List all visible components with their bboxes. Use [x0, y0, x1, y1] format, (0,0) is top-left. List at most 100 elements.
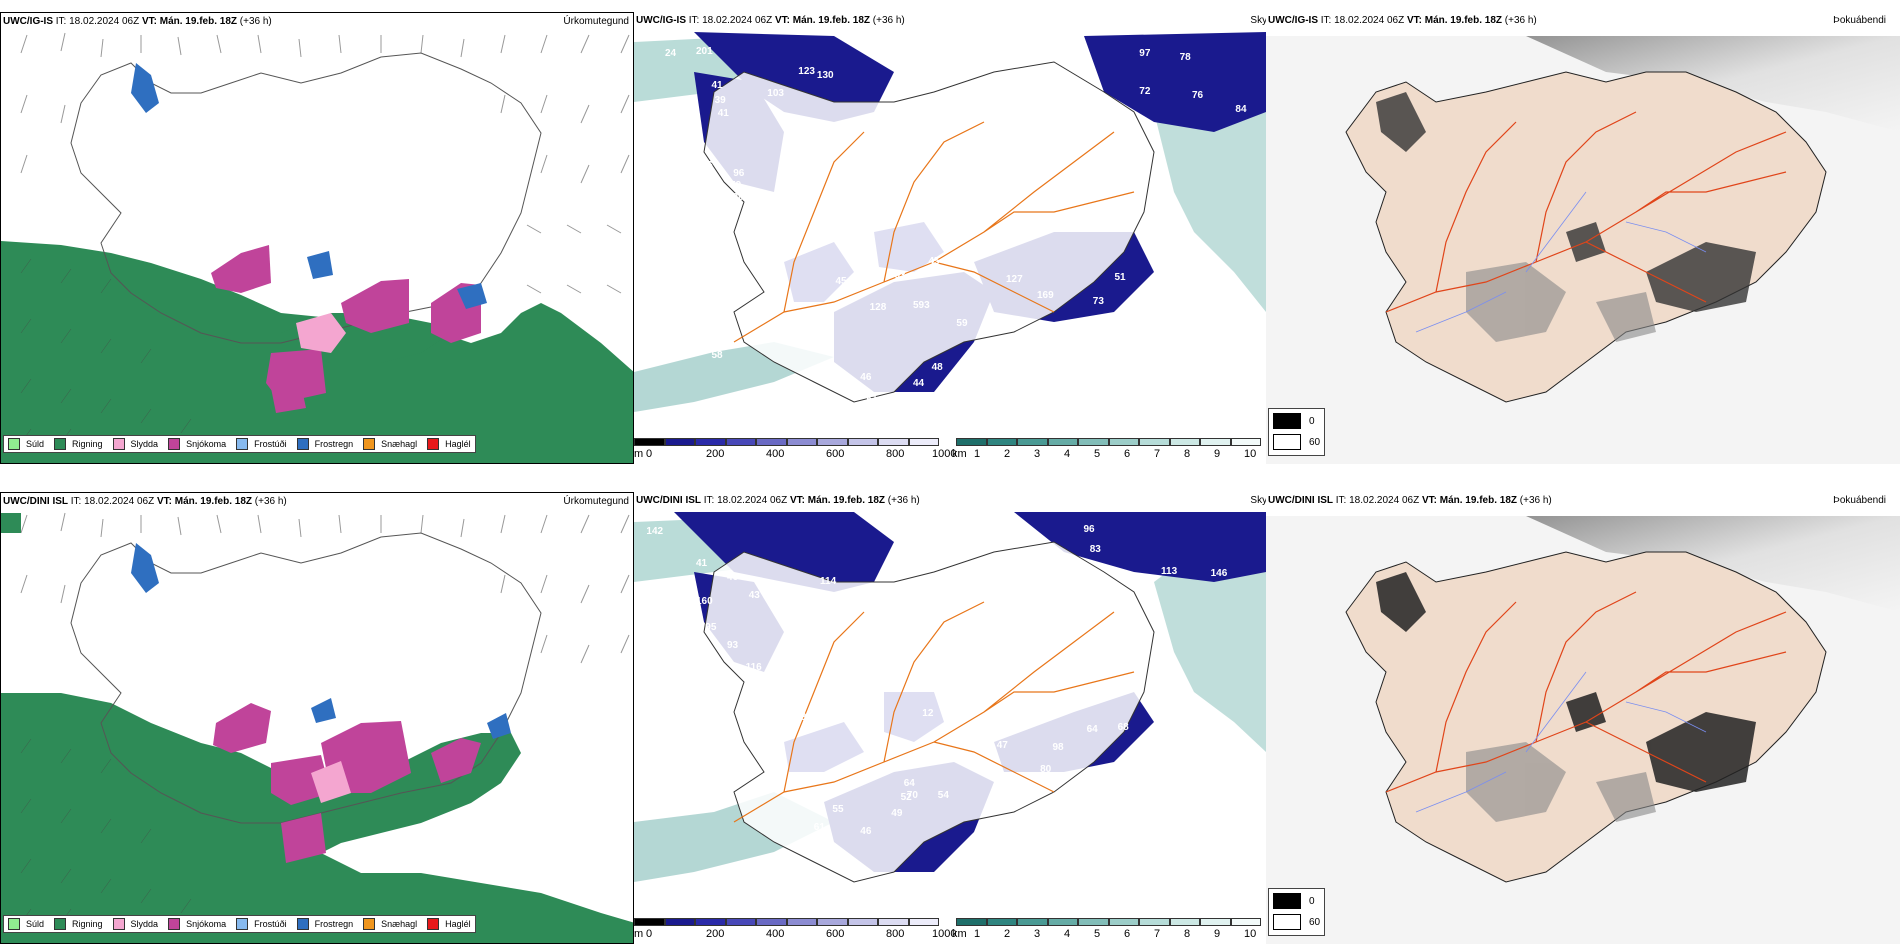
- visibility-value-label: 76: [1006, 526, 1018, 537]
- colorbar-tick: 400: [766, 448, 785, 460]
- legend-item: Rigning: [54, 918, 103, 930]
- visibility-value-label: 59: [730, 180, 742, 191]
- visibility-value-label: 12: [922, 708, 934, 719]
- visibility-value-label: 41: [712, 80, 724, 91]
- panel-title: Þokuábendi: [1833, 495, 1886, 506]
- visibility-value-label: 89: [1012, 34, 1024, 45]
- visibility-value-label: 123: [798, 66, 815, 77]
- colorbar-segment: [908, 438, 939, 446]
- visibility-map-dini: 142 133 41 46 43 114 138 113 76 96 82 83 113 146 160 95…: [634, 512, 1266, 883]
- legend-swatch: [1273, 413, 1301, 429]
- colorbar-tick: 2: [1004, 928, 1011, 940]
- colorbar-tick: 4: [1064, 448, 1071, 460]
- legend-item: Haglél: [427, 438, 471, 450]
- visibility-value-label: 593: [913, 300, 930, 311]
- visibility-colorbar: m 0 200 400 600 800 1000 km 1 2 3 4 5 6 7 8 9 10: [634, 438, 1266, 464]
- visibility-value-label: 61: [867, 394, 879, 405]
- visibility-value-label: 169: [1037, 290, 1054, 301]
- visibility-value-label: 68: [1118, 722, 1130, 733]
- visibility-value-label: 70: [907, 790, 919, 801]
- colorbar-segment: [634, 918, 665, 926]
- panel-title: Úrkomutegund: [563, 496, 629, 507]
- colorbar-segment: [1017, 438, 1048, 446]
- legend-swatch: [8, 918, 20, 930]
- colorbar-segment: [1078, 438, 1109, 446]
- colorbar-segment: [1047, 918, 1078, 926]
- colorbar-tick: 8: [1184, 928, 1191, 940]
- visibility-value-label: 83: [1090, 544, 1102, 555]
- visibility-value-label: 45: [981, 350, 993, 361]
- colorbar-tick: 10: [1244, 928, 1257, 940]
- panel-title: Úrkomutegund: [563, 16, 629, 27]
- colorbar-segment: [1200, 438, 1231, 446]
- visibility-numbers: 24 201 41 39 41 103 123 130 89 97 78 72 76 84 84 55 166 9…: [665, 34, 1247, 409]
- visibility-value-label: 53: [721, 776, 733, 787]
- legend-item: Frostúði: [236, 438, 287, 450]
- legend-swatch: [236, 918, 249, 930]
- fog-panel-dini: UWC/DINI ISL IT: 18.02.2024 06Z VT: Mán.…: [1266, 492, 1900, 944]
- visibility-value-label: 84: [1235, 104, 1247, 115]
- legend-item: Snjókoma: [168, 438, 226, 450]
- legend-swatch: [296, 918, 309, 930]
- visibility-value-label: 142: [646, 526, 663, 537]
- colorbar-segment: [1139, 918, 1170, 926]
- colorbar-unit: km: [952, 448, 967, 460]
- colorbar-unit: m: [634, 928, 644, 940]
- visibility-value-label: 58: [712, 350, 724, 361]
- visibility-value-label: 82: [1028, 548, 1040, 559]
- fog-dark-areas: [1376, 92, 1756, 312]
- legend-swatch: [112, 918, 125, 930]
- visibility-value-label: 97: [1139, 48, 1151, 59]
- colorbar-segment: [847, 438, 878, 446]
- colorbar-segment: [908, 918, 939, 926]
- visibility-value-label: 100: [727, 192, 744, 203]
- colorbar-tick: 1000: [932, 928, 957, 940]
- legend-swatch: [112, 438, 125, 450]
- visibility-value-label: 46: [860, 372, 872, 383]
- legend-item: Súld: [8, 918, 44, 930]
- visibility-value-label: 113: [1161, 566, 1178, 577]
- legend-item: Snæhagl: [363, 438, 417, 450]
- frz-rain-areas: [131, 63, 487, 309]
- legend-swatch: [363, 438, 376, 450]
- legend-swatch: [168, 438, 181, 450]
- colorbar-tick: 600: [826, 928, 845, 940]
- visibility-value-label: 83: [708, 692, 720, 703]
- visibility-value-label: 41: [718, 108, 730, 119]
- visibility-value-label: 166: [696, 160, 713, 171]
- fog-map-dini: [1266, 516, 1900, 944]
- panel-title: Þokuábendi: [1833, 15, 1886, 26]
- legend-swatch: [54, 918, 67, 930]
- visibility-value-label: 128: [870, 302, 887, 313]
- colorbar-segment: [956, 918, 987, 926]
- colorbar-segment: [1108, 918, 1139, 926]
- legend-item: Snæhagl: [363, 918, 417, 930]
- visibility-value-label: 53: [894, 270, 906, 281]
- legend-item: Rigning: [54, 438, 103, 450]
- visibility-value-label: 127: [1006, 274, 1023, 285]
- map-header: UWC/DINI ISL IT: 18.02.2024 06Z VT: Mán.…: [1268, 495, 1552, 506]
- map-header: UWC/IG-IS IT: 18.02.2024 06Z VT: Mán. 19…: [1268, 15, 1537, 26]
- fog-panel-ig: UWC/IG-IS IT: 18.02.2024 06Z VT: Mán. 19…: [1266, 12, 1900, 464]
- visibility-value-label: 59: [752, 215, 764, 226]
- legend-item: Slydda: [112, 438, 158, 450]
- visibility-value-label: 45: [929, 256, 941, 267]
- colorbar-tick: 6: [1124, 448, 1131, 460]
- legend-swatch: [1273, 434, 1301, 450]
- ptype-map-ig: [1, 32, 633, 463]
- legend-swatch: [168, 918, 181, 930]
- colorbar-tick: 400: [766, 928, 785, 940]
- legend-swatch: [427, 438, 440, 450]
- visibility-value-label: 64: [1087, 724, 1099, 735]
- colorbar-segment: [1200, 918, 1231, 926]
- colorbar-segment: [986, 918, 1017, 926]
- visibility-value-label: 47: [997, 740, 1009, 751]
- colorbar-segment: [786, 438, 817, 446]
- visibility-value-label: 113: [820, 592, 837, 603]
- fog-legend: 0 60: [1268, 408, 1325, 456]
- visibility-value-label: 98: [1053, 742, 1065, 753]
- visibility-value-label: 138: [767, 594, 784, 605]
- colorbar-segment: [695, 918, 726, 926]
- colorbar-unit: m: [634, 448, 644, 460]
- visibility-value-label: 201: [696, 46, 713, 57]
